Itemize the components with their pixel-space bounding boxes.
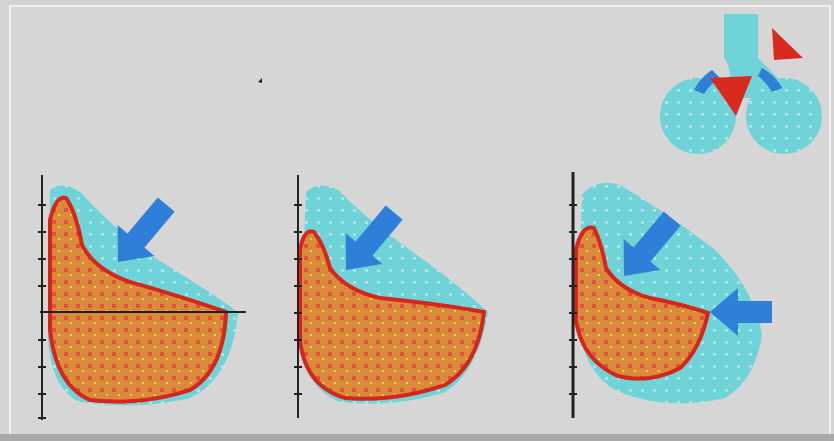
body	[0, 0, 834, 441]
right-lung	[746, 78, 822, 154]
page: {} html, body { margin: 0; padding: 0; w…	[0, 0, 834, 441]
illustration	[0, 0, 834, 441]
bottom-bar	[0, 434, 834, 441]
